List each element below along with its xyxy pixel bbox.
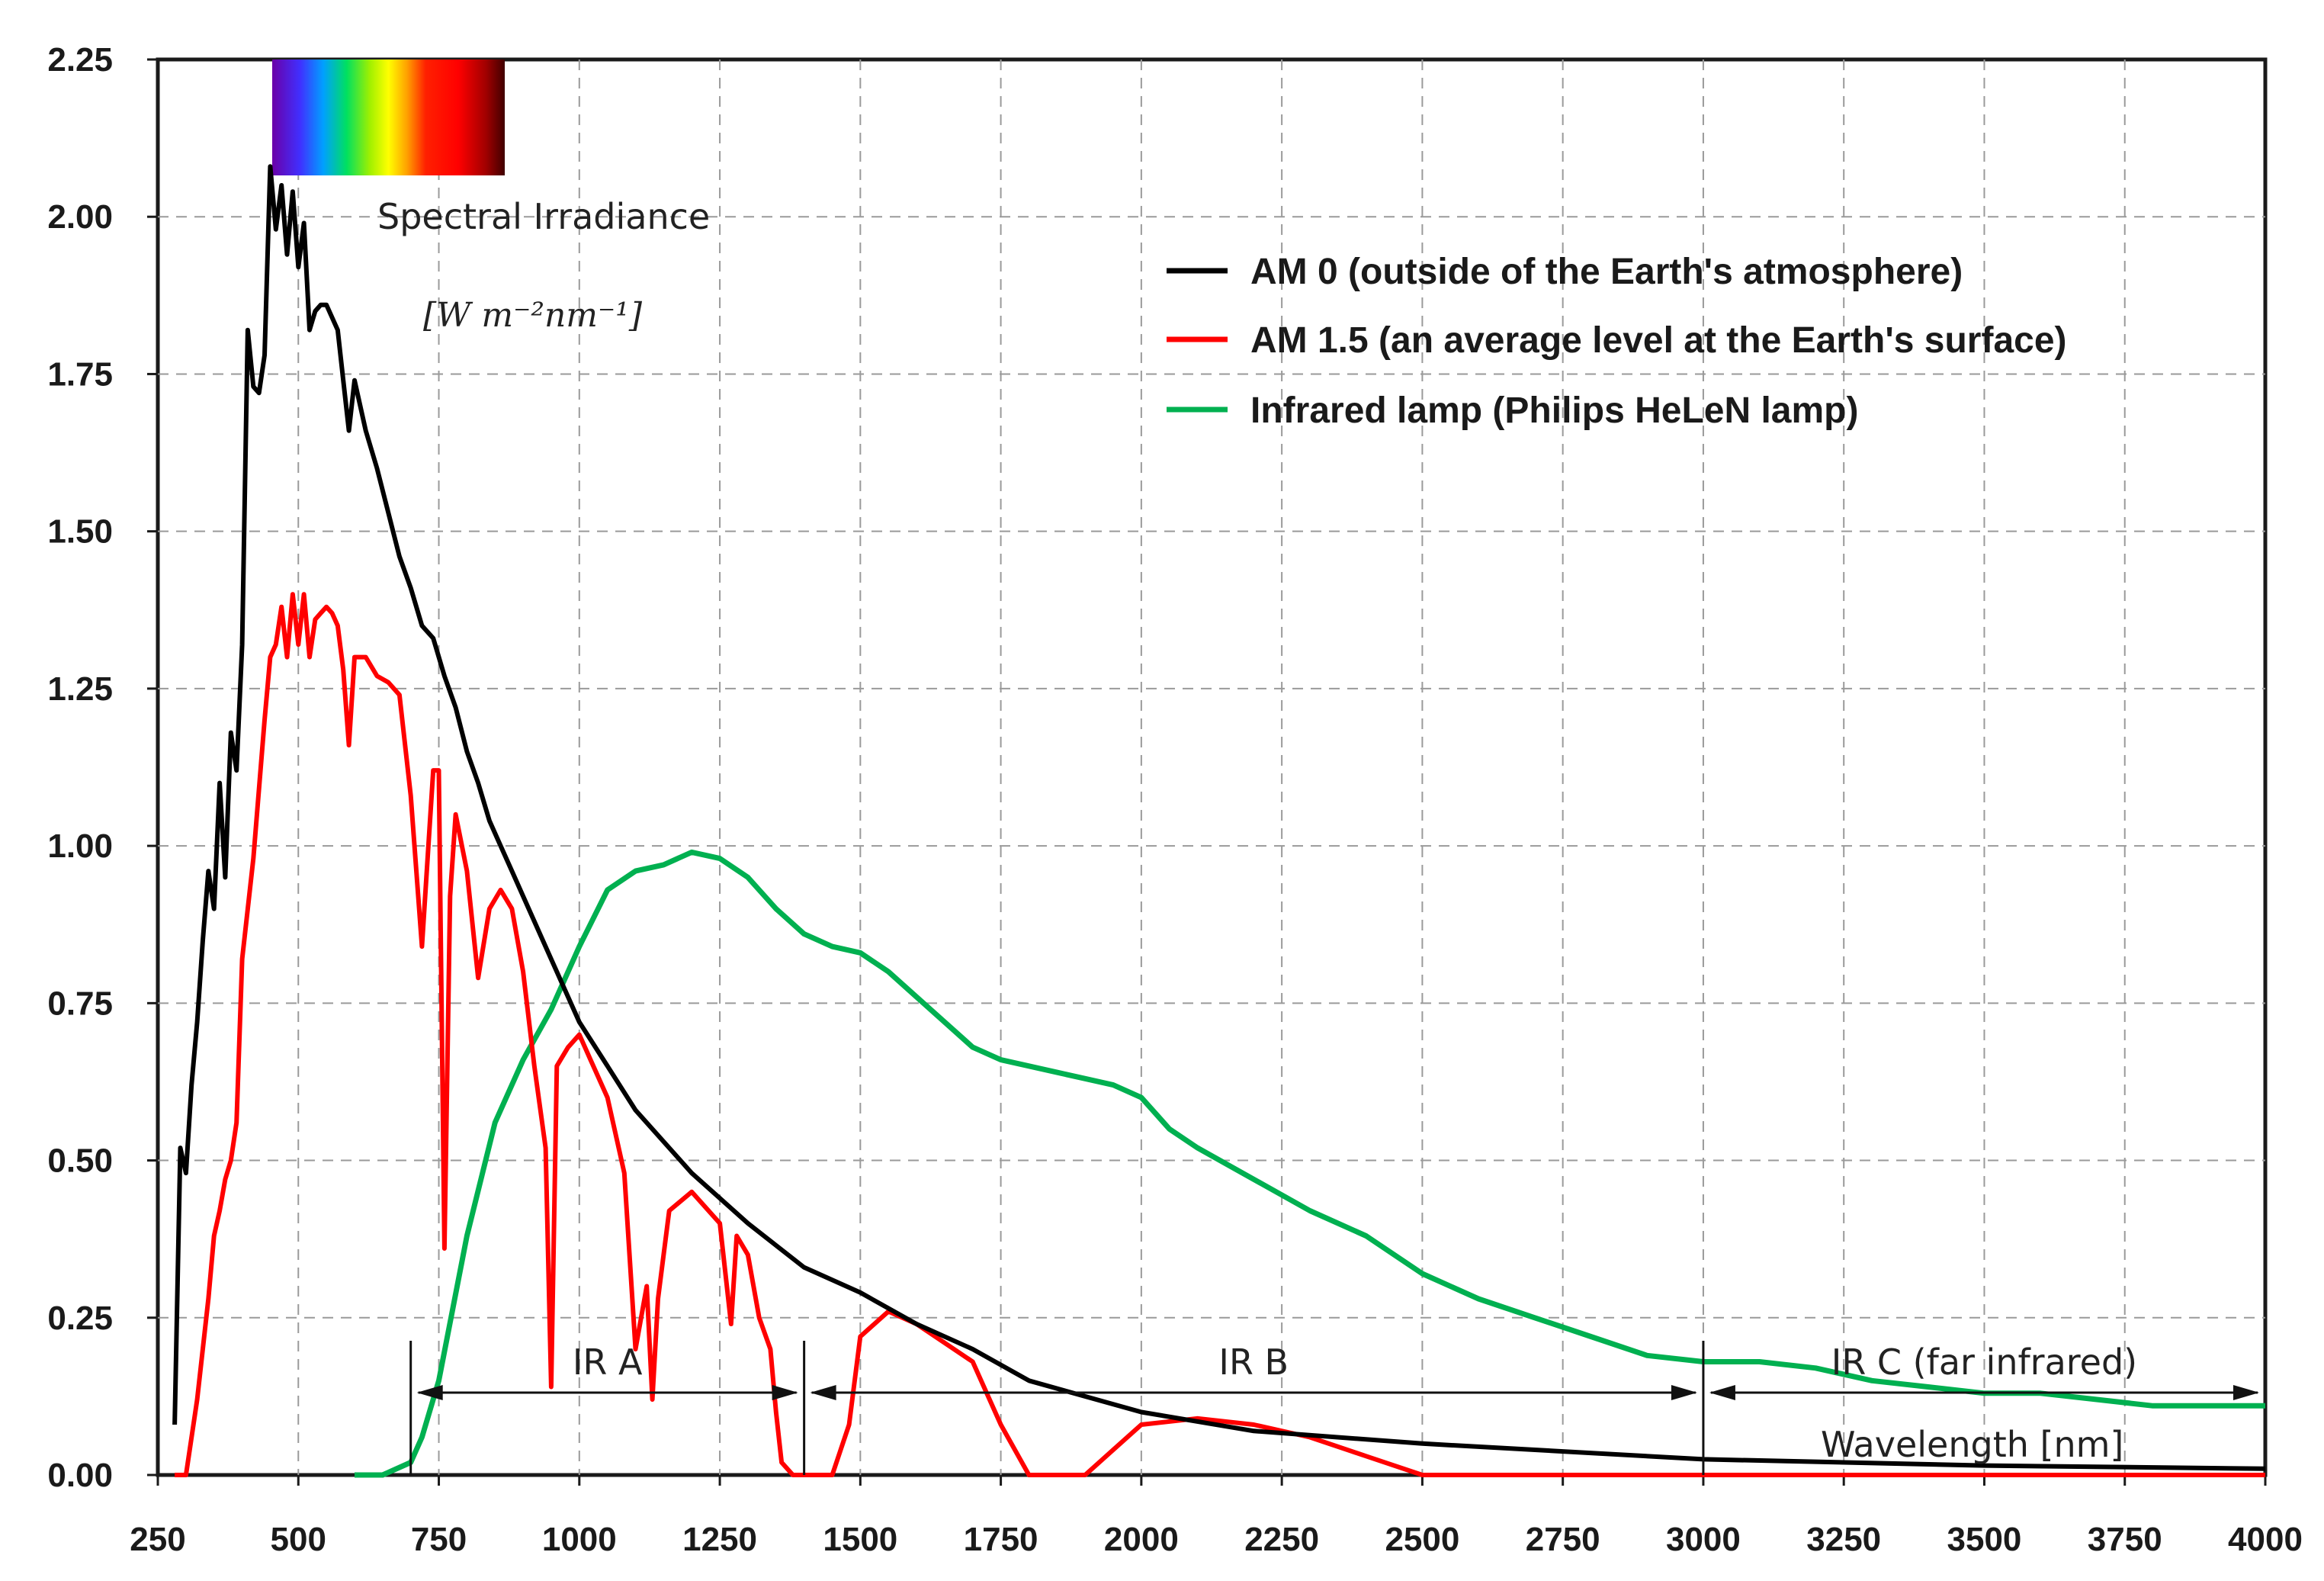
legend: AM 0 (outside of the Earth's atmosphere)… <box>1167 252 2067 431</box>
plot-area-border <box>156 57 2268 1477</box>
ir-b-region: IR B <box>803 1341 1697 1475</box>
x-tick-label: 250 <box>130 1521 185 1558</box>
y-axis-ticks: 0.00 0.25 0.50 0.75 1.00 1.25 1.50 1.75 2.00 2.25 <box>47 41 158 1494</box>
y-axis-unit: [W m⁻²nm⁻¹] <box>423 296 643 335</box>
x-tick-label: 1000 <box>542 1521 617 1558</box>
x-tick-label: 750 <box>411 1521 467 1558</box>
y-tick-label: 0.75 <box>47 985 113 1022</box>
x-tick-label: 3500 <box>1947 1521 2022 1558</box>
y-tick-label: 2.25 <box>47 41 113 79</box>
x-tick-label: 1250 <box>682 1521 757 1558</box>
y-tick-label: 1.25 <box>47 670 113 708</box>
y-tick-label: 0.00 <box>47 1457 113 1494</box>
legend-item-am0: AM 0 (outside of the Earth's atmosphere) <box>1167 252 1963 292</box>
region-arrow-right-head <box>1671 1385 1697 1400</box>
y-tick-label: 1.50 <box>47 513 113 551</box>
legend-label: AM 0 (outside of the Earth's atmosphere) <box>1250 252 1963 292</box>
chart-title: Spectral Irradiance <box>377 196 710 237</box>
am15-series-line <box>175 592 2265 1477</box>
x-tick-label: 1500 <box>823 1521 897 1558</box>
x-tick-label: 2250 <box>1244 1521 1319 1558</box>
grid-lines <box>158 59 2265 1475</box>
region-arrow-left-head <box>416 1385 443 1400</box>
y-tick-label: 1.00 <box>47 827 113 865</box>
ir-a-region: IR A <box>409 1341 798 1475</box>
region-arrow-right-head <box>772 1385 798 1400</box>
x-tick-label: 500 <box>271 1521 326 1558</box>
x-tick-label: 2750 <box>1526 1521 1600 1558</box>
region-arrow-left-head <box>810 1385 836 1400</box>
x-tick-label: 3000 <box>1666 1521 1741 1558</box>
y-tick-label: 0.50 <box>47 1142 113 1180</box>
infrared-lamp-series-line <box>355 849 2265 1478</box>
y-tick-label: 0.25 <box>47 1300 113 1337</box>
x-tick-label: 4000 <box>2228 1521 2303 1558</box>
legend-label: AM 1.5 (an average level at the Earth's … <box>1250 320 2067 361</box>
am0-series-line <box>172 164 2266 1471</box>
region-arrow-left-head <box>1709 1385 1735 1400</box>
region-label: IR C (far infrared) <box>1831 1342 2137 1383</box>
legend-label: Infrared lamp (Philips HeLeN lamp) <box>1250 390 1858 431</box>
x-axis-label: Wavelength [nm] <box>1821 1424 2123 1465</box>
x-tick-label: 2500 <box>1385 1521 1459 1558</box>
x-tick-label: 3250 <box>1806 1521 1881 1558</box>
x-tick-label: 2000 <box>1104 1521 1179 1558</box>
legend-item-infrared-lamp: Infrared lamp (Philips HeLeN lamp) <box>1167 390 1858 431</box>
region-label: IR B <box>1218 1342 1289 1383</box>
x-tick-label: 3750 <box>2088 1521 2162 1558</box>
legend-item-am15: AM 1.5 (an average level at the Earth's … <box>1167 320 2067 361</box>
y-tick-label: 1.75 <box>47 355 113 393</box>
y-tick-label: 2.00 <box>47 198 113 236</box>
x-tick-label: 1750 <box>964 1521 1038 1558</box>
ir-c-region: IR C (far infrared) <box>1702 1341 2259 1475</box>
ir-regions: IR A IR B IR C (far infrared) <box>409 1341 2259 1475</box>
series-lines <box>172 164 2266 1478</box>
region-label: IR A <box>573 1342 643 1383</box>
x-axis-ticks: 250 500 750 1000 1250 1500 1750 2000 2250 2500 275… <box>130 1475 2303 1558</box>
visible-spectrum-bar <box>272 59 505 175</box>
region-arrow-right-head <box>2233 1385 2259 1400</box>
